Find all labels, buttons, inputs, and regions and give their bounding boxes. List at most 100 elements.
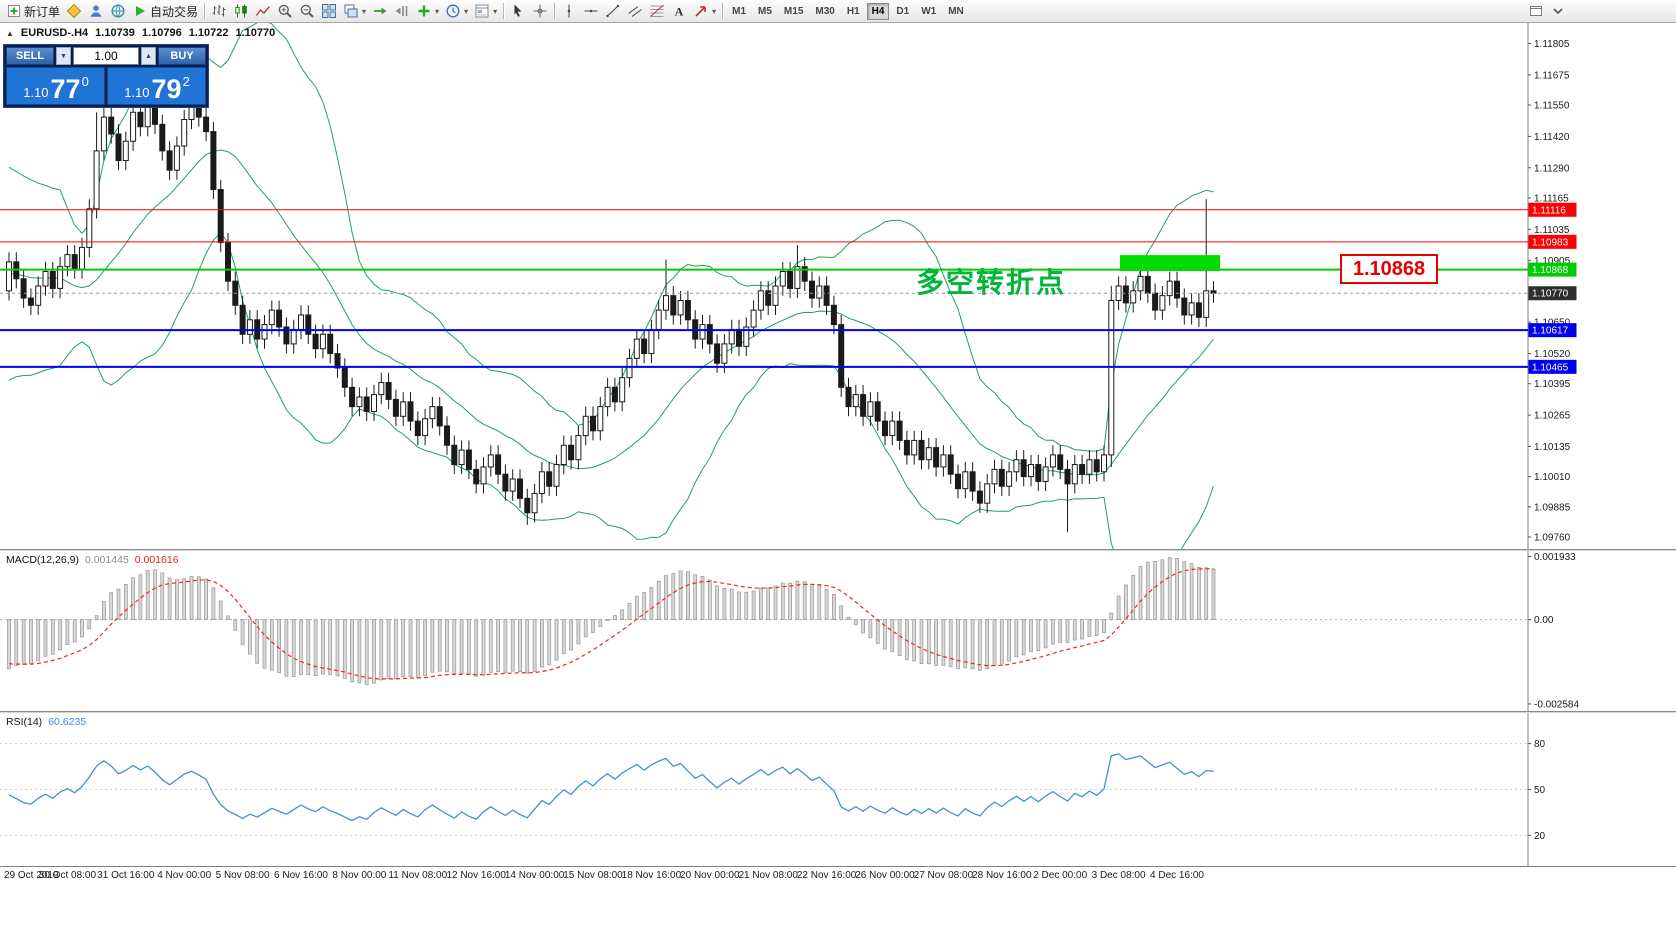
level-price-badge xyxy=(1528,262,1577,277)
sell-button[interactable]: SELL xyxy=(6,47,54,65)
terminal-button[interactable] xyxy=(85,1,107,21)
templates-icon xyxy=(474,3,490,19)
price-axis-label: 1.11420 xyxy=(1534,132,1570,143)
rsi-axis-label: 20 xyxy=(1534,831,1546,842)
new-order-button[interactable]: 新订单 xyxy=(3,1,63,21)
timeframe-h4-button[interactable]: H4 xyxy=(866,2,890,20)
svg-text:1.10868: 1.10868 xyxy=(1532,265,1569,276)
buy-price-button[interactable]: 1.10 79 2 xyxy=(107,67,206,105)
autotrade-play-icon xyxy=(132,3,148,19)
periods-button[interactable]: ▾ xyxy=(442,1,471,21)
price-axis-label: 1.10520 xyxy=(1534,349,1571,360)
time-axis-label: 6 Nov 16:00 xyxy=(274,870,328,881)
ohlc-low: 1.10722 xyxy=(188,27,229,39)
pivot-annotation-text[interactable]: 多空转折点 xyxy=(916,267,1067,298)
chart-line-button[interactable] xyxy=(252,1,274,21)
rsi-panel: 80 50 20 RSI(14) 60.6235 xyxy=(0,713,1676,866)
cursor-arrow-icon xyxy=(510,3,526,19)
time-axis[interactable]: 29 Oct 2019 30 Oct 08:00 31 Oct 16:00 4 Nov… xyxy=(0,866,1676,886)
autotrade-button[interactable]: 自动交易 xyxy=(129,1,201,21)
arrows-button[interactable]: ▾ xyxy=(690,1,719,21)
macd-svg: 0.001933 0.00 -0.002584 xyxy=(0,551,1579,711)
buy-button[interactable]: BUY xyxy=(158,47,206,65)
channel-button[interactable] xyxy=(624,1,646,21)
timeframe-d1-button[interactable]: D1 xyxy=(891,3,914,20)
panel-splitter[interactable] xyxy=(0,711,1676,713)
price-axis-label: 1.09760 xyxy=(1534,532,1571,543)
terminal-user-icon xyxy=(88,3,104,19)
time-axis-label: 20 Nov 00:00 xyxy=(680,870,740,881)
web-info-button[interactable] xyxy=(107,1,129,21)
current-price-badge xyxy=(1528,286,1577,301)
price-axis-label: 1.10395 xyxy=(1534,379,1571,390)
level-price-badge xyxy=(1528,202,1577,217)
buy-price-big: 79 xyxy=(151,74,182,105)
volume-input[interactable] xyxy=(73,47,139,65)
rsi-label-row: RSI(14) 60.6235 xyxy=(6,716,86,728)
small-window-icon xyxy=(1528,3,1544,19)
price-axis-label: 1.09885 xyxy=(1534,502,1571,513)
highlight-rectangle[interactable] xyxy=(1120,255,1220,272)
sell-price-button[interactable]: 1.10 77 0 xyxy=(6,67,105,105)
auto-scroll-icon xyxy=(372,3,388,19)
time-axis-label: 26 Nov 00:00 xyxy=(855,870,915,881)
timeframe-m15-button[interactable]: M15 xyxy=(779,3,808,20)
price-axis-label: 1.10135 xyxy=(1534,442,1571,453)
timeframe-m30-button[interactable]: M30 xyxy=(810,3,839,20)
trendline-button[interactable] xyxy=(602,1,624,21)
indicators-button[interactable]: ▾ xyxy=(413,1,442,21)
autotrade-button-label: 自动交易 xyxy=(150,4,199,19)
chevron-down-icon xyxy=(1550,3,1566,19)
timeframe-w1-button[interactable]: W1 xyxy=(916,3,941,20)
arrange-windows-button[interactable]: ▾ xyxy=(340,1,369,21)
navigator-button[interactable] xyxy=(63,1,85,21)
chart-bars-button[interactable] xyxy=(208,1,230,21)
tile-windows-button[interactable] xyxy=(318,1,340,21)
auto-scroll-button[interactable] xyxy=(369,1,391,21)
buy-price-prefix: 1.10 xyxy=(124,85,150,101)
timeframe-m1-button[interactable]: M1 xyxy=(727,3,751,20)
zoom-in-button[interactable] xyxy=(274,1,296,21)
timeframe-h1-button[interactable]: H1 xyxy=(842,3,865,20)
bollinger-bands xyxy=(8,23,1214,549)
toolbar-right-group xyxy=(1525,1,1569,21)
volume-increase-button[interactable]: ▲ xyxy=(141,47,156,65)
sell-price-big: 77 xyxy=(50,74,81,105)
vertical-line-button[interactable] xyxy=(558,1,580,21)
level-price-badge xyxy=(1528,323,1577,338)
crosshair-button[interactable] xyxy=(529,1,551,21)
price-callout-box[interactable]: 1.10868 xyxy=(1340,254,1438,284)
horizontal-line-button[interactable] xyxy=(580,1,602,21)
bollinger-upper-line xyxy=(8,23,1214,452)
chart-shift-button[interactable] xyxy=(391,1,413,21)
panel-splitter[interactable] xyxy=(0,549,1676,551)
time-axis-label: 2 Dec 00:00 xyxy=(1033,870,1088,881)
text-button[interactable]: A xyxy=(668,1,690,21)
chart-candles-button[interactable] xyxy=(230,1,252,21)
cascade-icon xyxy=(343,3,359,19)
toolbar-separator xyxy=(722,3,724,19)
dropdown-caret-icon: ▾ xyxy=(712,6,717,16)
restore-window-button[interactable] xyxy=(1525,1,1547,21)
macd-indicator-name: MACD(12,26,9) xyxy=(6,554,79,566)
fibonacci-button[interactable] xyxy=(646,1,668,21)
price-axis: 1.11805 1.11675 1.11550 1.11420 1.11290 1.111… xyxy=(1527,23,1571,549)
volume-decrease-button[interactable]: ▼ xyxy=(56,47,71,65)
time-axis-label: 28 Nov 16:00 xyxy=(972,870,1032,881)
templates-button[interactable]: ▾ xyxy=(471,1,500,21)
rsi-svg: 80 50 20 xyxy=(0,713,1546,866)
new-order-icon xyxy=(6,3,22,19)
cursor-button[interactable] xyxy=(507,1,529,21)
dropdown-caret-icon: ▾ xyxy=(435,6,440,16)
toolbar-options-button[interactable] xyxy=(1547,1,1569,21)
one-click-toggle-icon[interactable]: ▲ xyxy=(6,28,14,38)
buy-price-sup: 2 xyxy=(182,74,190,89)
svg-text:A: A xyxy=(675,5,684,19)
timeframe-mn-button[interactable]: MN xyxy=(943,3,969,20)
bollinger-middle-line xyxy=(8,149,1214,476)
price-axis-label: 1.11675 xyxy=(1534,70,1570,81)
chart-symbol-period: EURUSD-.H4 xyxy=(20,27,89,39)
timeframe-m5-button[interactable]: M5 xyxy=(753,3,777,20)
zoom-out-button[interactable] xyxy=(296,1,318,21)
time-axis-label: 18 Nov 16:00 xyxy=(621,870,682,881)
